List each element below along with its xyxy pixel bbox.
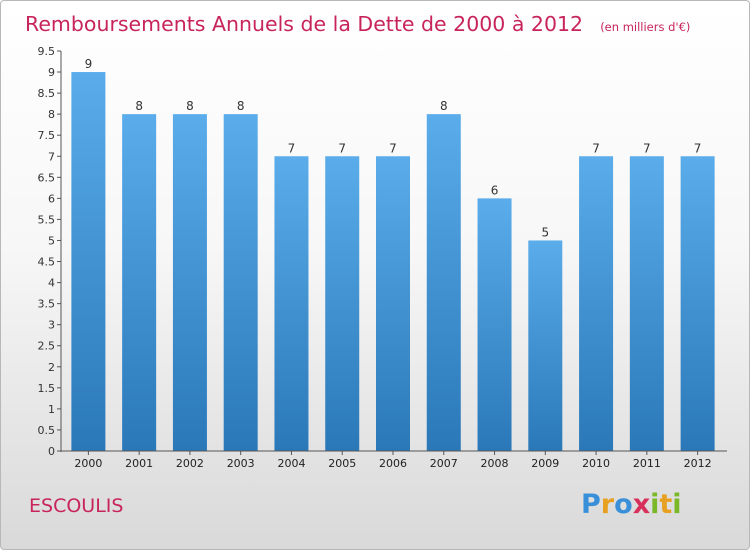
- y-tick-label: 1: [48, 403, 55, 416]
- y-tick-label: 3.5: [38, 298, 56, 311]
- chart-title-unit: (en milliers d'€): [600, 20, 690, 34]
- x-axis: 2000 2001 2002 2003 2004 2005 2006 2007 2008 2009…: [61, 450, 727, 470]
- bar: [274, 156, 309, 451]
- x-tick-label: 2003: [227, 457, 255, 470]
- bar: [325, 156, 360, 451]
- bar-value-label: 7: [338, 141, 346, 155]
- bar: [477, 198, 512, 451]
- x-tick-label: 2000: [74, 457, 102, 470]
- logo-letter: i: [650, 489, 660, 520]
- x-tick-label: 2002: [176, 457, 204, 470]
- bar: [629, 156, 664, 451]
- logo-letter: o: [614, 489, 633, 520]
- chart-title-main: Remboursements Annuels de la Dette de 20…: [25, 12, 583, 36]
- chart-title: Remboursements Annuels de la Dette de 20…: [25, 12, 690, 36]
- x-tick-label: 2006: [379, 457, 407, 470]
- bar-value-label: 5: [541, 225, 549, 239]
- y-tick-label: 9: [48, 66, 55, 79]
- y-tick-label: 8: [48, 108, 55, 121]
- x-tick-label: 2005: [328, 457, 356, 470]
- bar: [223, 114, 258, 451]
- y-tick-label: 0: [48, 445, 55, 458]
- bar-value-label: 7: [643, 141, 651, 155]
- logo-letter: t: [659, 489, 673, 520]
- logo-letter: i: [672, 489, 682, 520]
- bar-value-label: 7: [592, 141, 600, 155]
- x-tick-label: 2007: [430, 457, 458, 470]
- logo-letter: P: [581, 489, 601, 520]
- y-tick-label: 3: [48, 319, 55, 332]
- logo-letter: r: [600, 489, 615, 520]
- y-tick-label: 0.5: [38, 424, 56, 437]
- bar-value-label: 6: [491, 183, 499, 197]
- y-tick-label: 7.5: [38, 129, 56, 142]
- y-tick-label: 1.5: [38, 382, 56, 395]
- bar-value-label: 8: [237, 99, 245, 113]
- bar: [579, 156, 614, 451]
- y-tick-label: 5.5: [38, 213, 56, 226]
- bar: [376, 156, 410, 451]
- bar-value-label: 7: [694, 141, 702, 155]
- x-tick-label: 2001: [125, 457, 153, 470]
- bar: [172, 114, 207, 451]
- bar-value-label: 7: [389, 141, 397, 155]
- x-tick-label: 2010: [582, 457, 610, 470]
- y-tick-label: 6.5: [38, 171, 56, 184]
- y-tick-label: 4: [48, 277, 55, 290]
- bar-value-label: 8: [186, 99, 194, 113]
- x-tick-label: 2011: [633, 457, 661, 470]
- y-tick-label: 6: [48, 192, 55, 205]
- place-name: ESCOULIS: [29, 495, 124, 517]
- bar: [122, 114, 157, 451]
- x-tick-label: 2008: [481, 457, 509, 470]
- y-tick-label: 9.5: [38, 45, 56, 58]
- x-tick-label: 2009: [531, 457, 559, 470]
- y-tick-label: 2.5: [38, 340, 56, 353]
- bar-value-label: 7: [288, 141, 296, 155]
- bar: [426, 114, 461, 451]
- bar: [680, 156, 715, 451]
- bar-value-label: 9: [85, 57, 93, 71]
- bar: [528, 240, 563, 451]
- y-tick-label: 4.5: [38, 256, 56, 269]
- bar: [71, 72, 106, 451]
- y-tick-label: 8.5: [38, 87, 56, 100]
- y-tick-label: 7: [48, 150, 55, 163]
- bar-value-label: 8: [135, 99, 143, 113]
- x-tick-label: 2012: [684, 457, 712, 470]
- y-axis: 0 0.5 1 1.5 2 2.5 3 3.5 4 4.5 5 5.5 6 6.5 7 7.5 8 8.5 9 9.5: [38, 45, 62, 458]
- logo-letter: x: [632, 489, 651, 520]
- proxiti-logo[interactable]: Proxiti: [581, 489, 682, 520]
- bar-value-label: 8: [440, 99, 448, 113]
- y-tick-label: 2: [48, 361, 55, 374]
- bars-group: 9 8 8 8 7 7 7 8 6 5 7 7 7: [71, 57, 715, 451]
- y-tick-label: 5: [48, 234, 55, 247]
- x-tick-label: 2004: [277, 457, 305, 470]
